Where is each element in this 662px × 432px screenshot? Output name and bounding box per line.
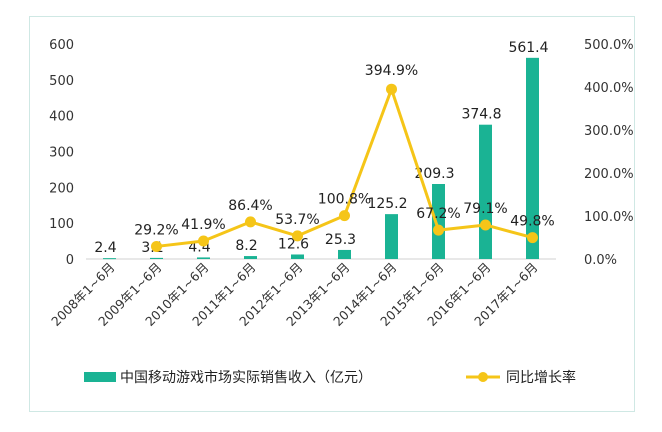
- right-tick-label: 400.0%: [584, 81, 634, 96]
- left-tick-label: 100: [49, 217, 74, 232]
- line-marker: [245, 216, 256, 228]
- line-value-label: 79.1%: [463, 201, 507, 217]
- line-value-label: 100.8%: [318, 192, 371, 208]
- line-marker: [480, 219, 491, 231]
- line-marker: [292, 230, 303, 242]
- bar: [103, 258, 116, 260]
- left-tick-label: 500: [49, 74, 74, 89]
- bar-value-label: 25.3: [325, 232, 356, 248]
- line-marker: [433, 224, 444, 236]
- left-tick-label: 400: [49, 110, 74, 125]
- bar: [291, 254, 304, 259]
- line-value-label: 41.9%: [181, 217, 225, 233]
- line-marker: [198, 235, 209, 247]
- line-marker: [339, 210, 350, 222]
- right-tick-label: 300.0%: [584, 124, 634, 139]
- line-value-label: 86.4%: [228, 198, 272, 214]
- line-value-label: 67.2%: [416, 206, 460, 222]
- bar: [432, 184, 445, 259]
- left-tick-label: 0: [66, 253, 74, 268]
- line-value-label: 53.7%: [275, 212, 319, 228]
- bar: [197, 257, 210, 259]
- bar-value-label: 561.4: [508, 40, 548, 56]
- bar: [244, 256, 257, 259]
- right-tick-label: 0.0%: [584, 253, 617, 268]
- bar-value-label: 2.4: [94, 240, 116, 256]
- line-marker: [151, 240, 162, 252]
- bar: [338, 249, 351, 259]
- right-axis-ticks: 0.0% 100.0% 200.0% 300.0% 400.0% 500.0%: [584, 38, 634, 268]
- left-axis-ticks: 0 100 200 300 400 500 600: [49, 38, 74, 268]
- line-value-labels: 29.2% 41.9%86.4%53.7% 100.8% 394.9% 67.2% 79.…: [134, 63, 554, 238]
- bar: [479, 124, 492, 260]
- left-tick-label: 200: [49, 181, 74, 196]
- bar: [385, 214, 398, 259]
- bar-value-label: 8.2: [235, 238, 257, 254]
- bar-value-label: 209.3: [414, 166, 454, 182]
- line-value-label: 29.2%: [134, 222, 178, 238]
- left-tick-label: 300: [49, 146, 74, 161]
- legend-bar-label: 中国移动游戏市场实际销售收入（亿元）: [120, 369, 372, 386]
- right-tick-label: 100.0%: [584, 210, 634, 225]
- line-value-label: 49.8%: [510, 214, 554, 230]
- bar: [150, 257, 163, 259]
- bar-value-label: 374.8: [461, 107, 501, 123]
- line-value-label: 394.9%: [365, 63, 418, 79]
- bar: [526, 57, 539, 259]
- line-marker: [386, 83, 397, 95]
- legend-line-marker: [478, 372, 488, 382]
- legend: 中国移动游戏市场实际销售收入（亿元） 同比增长率: [84, 369, 576, 386]
- left-tick-label: 600: [49, 38, 74, 53]
- x-axis-tick-labels: 2008年1~6月2009年1~6月2010年1~6月2011年1~6月2012…: [48, 260, 540, 329]
- bar-value-label: 12.6: [278, 236, 309, 252]
- line-marker: [527, 232, 538, 244]
- line-series: [151, 83, 538, 252]
- right-tick-label: 200.0%: [584, 167, 634, 182]
- right-tick-label: 500.0%: [584, 38, 634, 53]
- bar-value-label: 125.2: [367, 196, 407, 212]
- legend-line-label: 同比增长率: [506, 369, 576, 386]
- legend-bar-swatch: [84, 372, 116, 382]
